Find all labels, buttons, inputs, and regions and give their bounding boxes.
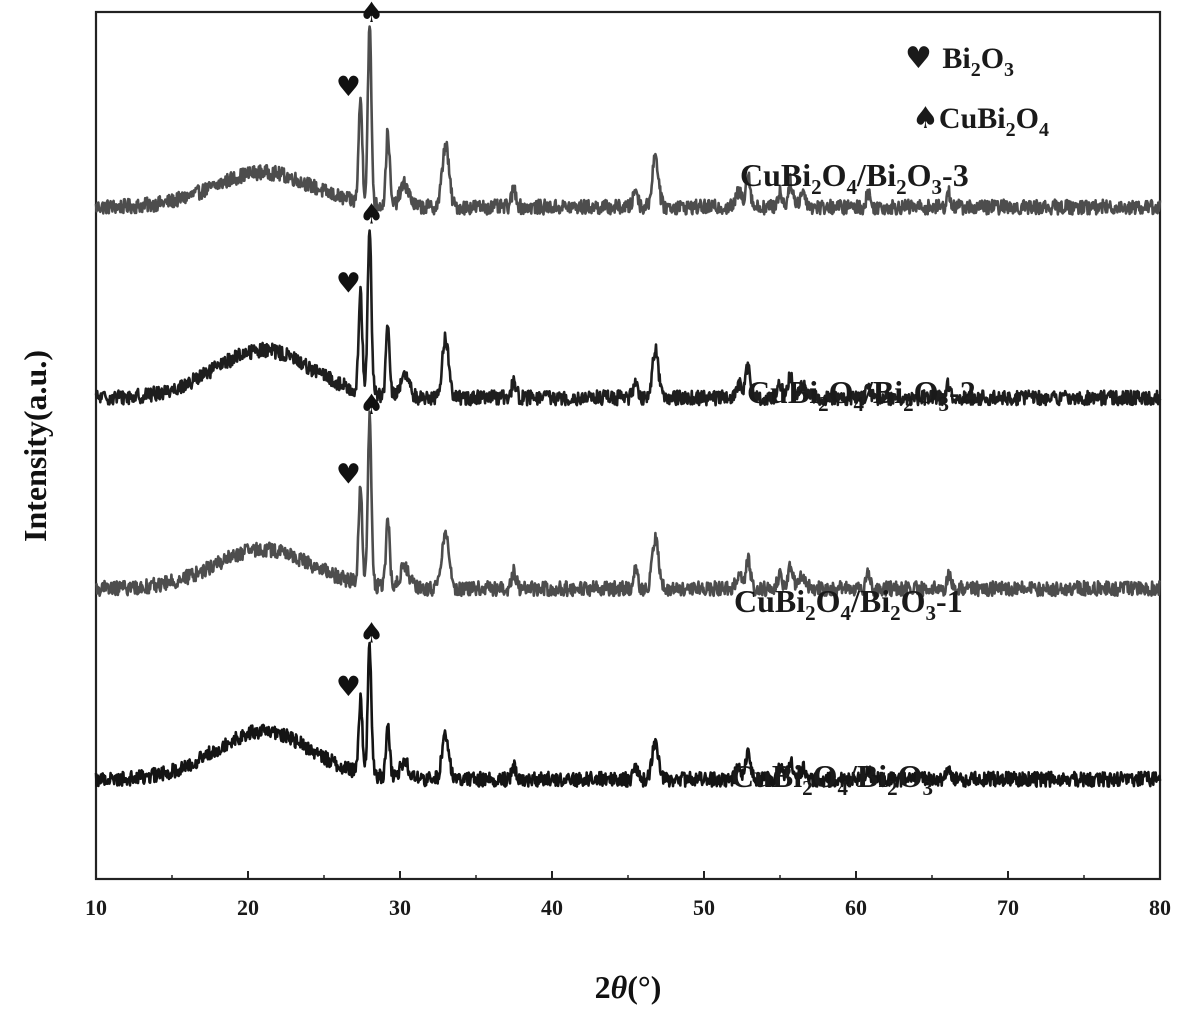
spade-marker: ♠ xyxy=(359,616,384,649)
legend-text: Bi xyxy=(942,42,970,75)
label-subscript: 3 xyxy=(923,776,934,800)
x-tick-label: 50 xyxy=(693,895,715,920)
heart-marker: ♥ xyxy=(336,70,361,103)
x-axis-title-prefix: 2 xyxy=(595,969,611,1005)
xrd-pattern-line xyxy=(96,643,1160,787)
x-tick-label: 70 xyxy=(997,895,1019,920)
spade-marker: ♠ xyxy=(359,197,384,230)
x-axis-ticks xyxy=(96,871,1160,879)
curve-labels: CuBi2O4/Bi2O3-3CuBi2O4/Bi2O3-2CuBi2O4/Bi… xyxy=(731,157,976,800)
label-subscript: 4 xyxy=(854,392,865,416)
label-subscript: 4 xyxy=(841,601,852,625)
label-text: -1 xyxy=(936,583,963,619)
x-axis-title-theta: θ xyxy=(611,969,628,1005)
curve-label: CuBi2O4/Bi2O3-2 xyxy=(747,374,976,416)
label-subscript: 4 xyxy=(838,776,849,800)
label-text: O xyxy=(901,583,926,619)
curve-label: CuBi2O4/Bi2O3 xyxy=(731,758,933,800)
x-tick-label: 80 xyxy=(1149,895,1171,920)
label-text: O xyxy=(822,157,847,193)
label-subscript: 2 xyxy=(890,601,901,625)
plot-frame xyxy=(96,12,1160,879)
label-subscript: 3 xyxy=(932,175,943,199)
x-tick-label: 20 xyxy=(237,895,259,920)
heart-marker: ♥ xyxy=(336,670,361,703)
label-subscript: 2 xyxy=(811,175,822,199)
heart-marker: ♥ xyxy=(336,457,361,490)
x-axis-tick-labels: 10 20 30 40 50 60 70 80 xyxy=(85,895,1171,920)
legend-text: O xyxy=(981,42,1004,75)
x-axis-title-suffix: (°) xyxy=(627,969,661,1005)
curves-layer xyxy=(96,27,1160,787)
xrd-pattern-line xyxy=(96,231,1160,406)
legend: ♥ Bi2O3♠CuBi2O4 xyxy=(905,41,1049,141)
label-text: O xyxy=(816,583,841,619)
label-subscript: 2 xyxy=(896,175,907,199)
x-tick-label: 10 xyxy=(85,895,107,920)
label-text: O xyxy=(813,758,838,794)
y-axis-title: Intensity(a.u.) xyxy=(17,350,53,542)
label-text: CuBi xyxy=(740,157,811,193)
label-text: -2 xyxy=(949,374,976,410)
label-text: O xyxy=(829,374,854,410)
label-subscript: 4 xyxy=(847,175,858,199)
label-subscript: 2 xyxy=(802,776,813,800)
curve-label: CuBi2O4/Bi2O3-3 xyxy=(740,157,969,199)
spade-marker: ♠ xyxy=(359,388,384,421)
label-subscript: 3 xyxy=(939,392,950,416)
spade-marker: ♠ xyxy=(359,0,384,29)
legend-entry-heart: ♥ Bi2O3 xyxy=(905,41,1014,81)
xrd-pattern-line xyxy=(96,412,1160,596)
label-text: /Bi xyxy=(856,157,896,193)
legend-entry-spade: ♠CuBi2O4 xyxy=(912,101,1049,141)
label-subscript: 2 xyxy=(903,392,914,416)
label-text: O xyxy=(914,374,939,410)
legend-subscript: 3 xyxy=(1004,59,1014,81)
label-text: O xyxy=(907,157,932,193)
label-subscript: 3 xyxy=(926,601,937,625)
legend-subscript: 4 xyxy=(1039,119,1049,141)
x-axis-title: 2θ(°) xyxy=(595,969,662,1005)
label-text: -3 xyxy=(942,157,969,193)
label-subscript: 2 xyxy=(887,776,898,800)
legend-text: CuBi xyxy=(939,102,1006,135)
label-text: /Bi xyxy=(863,374,903,410)
spade-icon: ♠ xyxy=(912,101,939,136)
heart-icon: ♥ xyxy=(905,41,942,76)
legend-subscript: 2 xyxy=(971,59,981,81)
label-text: CuBi xyxy=(731,758,802,794)
label-text: O xyxy=(898,758,923,794)
label-text: /Bi xyxy=(850,583,890,619)
label-text: CuBi xyxy=(747,374,818,410)
label-subscript: 2 xyxy=(805,601,816,625)
label-text: CuBi xyxy=(734,583,805,619)
label-text: /Bi xyxy=(847,758,887,794)
x-tick-label: 30 xyxy=(389,895,411,920)
legend-subscript: 2 xyxy=(1006,119,1016,141)
heart-marker: ♥ xyxy=(336,267,361,300)
x-tick-label: 60 xyxy=(845,895,867,920)
x-tick-label: 40 xyxy=(541,895,563,920)
label-subscript: 2 xyxy=(818,392,829,416)
legend-text: O xyxy=(1016,102,1039,135)
